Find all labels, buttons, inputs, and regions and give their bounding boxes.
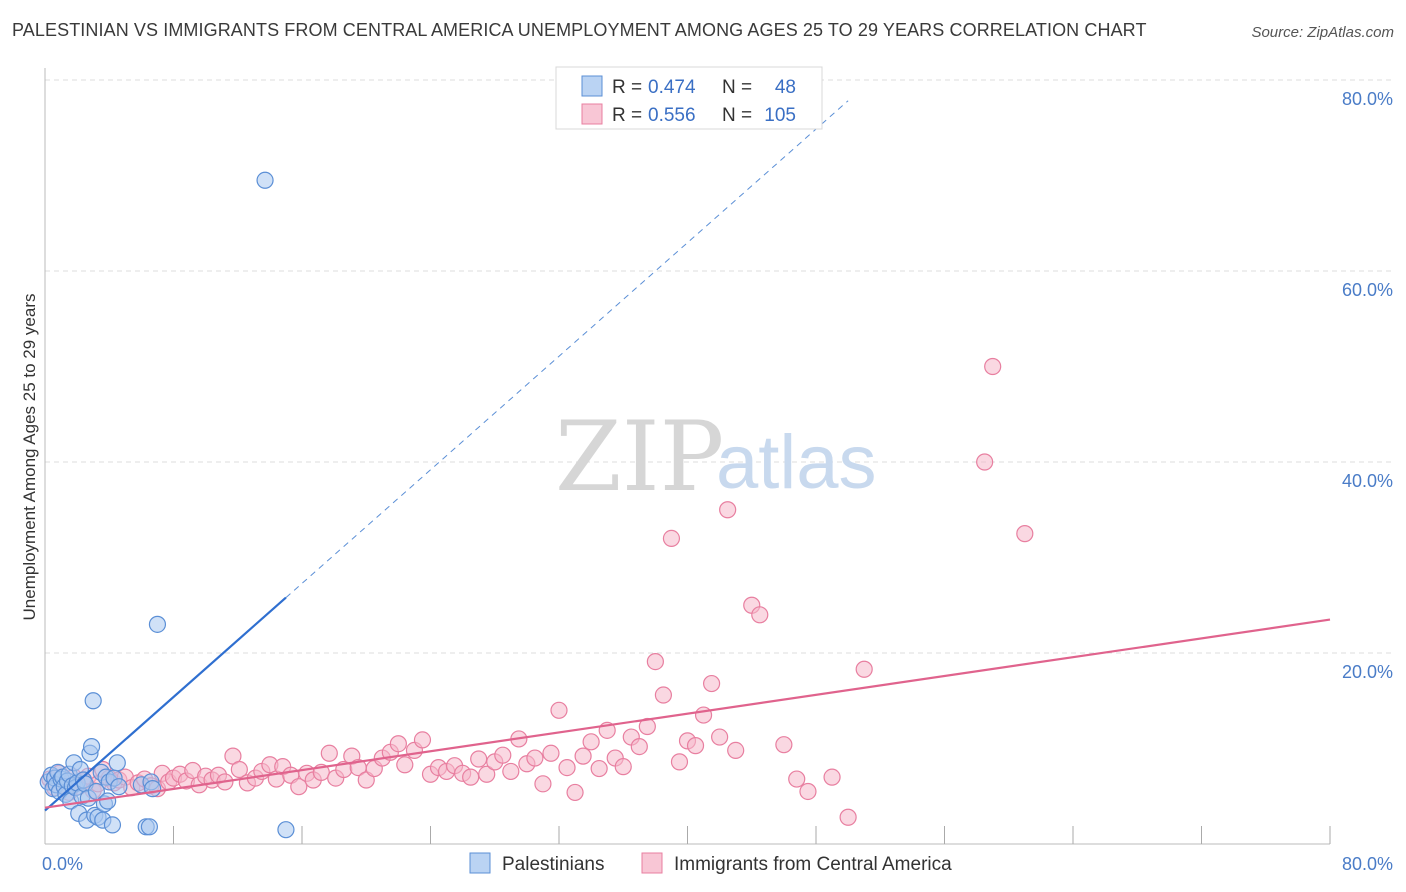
scatter-point	[574, 747, 592, 765]
chart-title: PALESTINIAN VS IMMIGRANTS FROM CENTRAL A…	[12, 20, 1147, 40]
scatter-point	[711, 728, 729, 746]
blue-trend-extension	[285, 100, 849, 598]
scatter-point	[719, 501, 737, 519]
scatter-point	[1016, 525, 1034, 543]
scatter-point	[646, 652, 664, 671]
scatter-point	[654, 686, 673, 704]
scatter-point	[566, 783, 584, 802]
scatter-point	[614, 758, 632, 776]
scatter-point	[630, 737, 648, 756]
legend-r-label: R =	[612, 77, 642, 98]
scatter-point	[526, 749, 544, 767]
bottom-legend-label: Palestinians	[502, 854, 604, 875]
scatter-point	[230, 760, 248, 779]
legend-r-value: 0.556	[648, 105, 696, 126]
scatter-point	[84, 692, 102, 710]
bottom-legend-swatch	[469, 852, 491, 874]
scatter-point	[277, 821, 295, 839]
scatter-point	[542, 744, 560, 762]
scatter-point	[702, 674, 721, 693]
legend-swatch	[581, 103, 603, 125]
pink-series-points	[41, 357, 1034, 826]
x-tick-label: 80.0%	[1342, 854, 1393, 874]
scatter-point	[823, 768, 841, 786]
blue-series-points	[39, 171, 295, 839]
source-credit: Source: ZipAtlas.com	[1251, 24, 1394, 41]
scatter-point	[976, 453, 994, 471]
scatter-point	[662, 529, 681, 548]
scatter-point	[582, 733, 600, 751]
scatter-point	[110, 778, 128, 796]
pink-trend-line	[44, 618, 1331, 809]
scatter-point	[751, 606, 769, 624]
scatter-point	[550, 701, 568, 719]
series-legend: Palestinians Immigrants from Central Amer…	[469, 852, 952, 875]
scatter-point	[775, 736, 793, 754]
scatter-point	[478, 765, 496, 783]
legend-swatch	[581, 75, 603, 97]
scatter-point	[788, 770, 806, 788]
watermark-zip: ZIP	[555, 401, 724, 513]
scatter-point	[494, 746, 512, 764]
scatter-point	[670, 753, 689, 771]
y-tick-label: 20.0%	[1342, 662, 1393, 682]
scatter-point	[686, 737, 705, 755]
scatter-point	[148, 615, 167, 633]
blue-trend-line	[44, 596, 287, 812]
bottom-legend-label: Immigrants from Central America	[674, 854, 952, 875]
watermark: ZIP atlas	[555, 401, 877, 513]
scatter-point	[590, 759, 608, 778]
legend-n-label: N =	[722, 105, 752, 126]
scatter-point	[108, 754, 126, 772]
scatter-point	[256, 171, 274, 189]
scatter-point	[144, 780, 162, 798]
scatter-point	[140, 818, 159, 836]
scatter-point	[799, 782, 817, 801]
trend-lines	[44, 100, 1331, 812]
watermark-atlas: atlas	[716, 420, 877, 505]
legend-n-value: 105	[764, 105, 796, 126]
scatter-point	[534, 775, 552, 793]
scatter-point	[389, 735, 407, 753]
legend-r-label: R =	[612, 105, 642, 126]
scatter-point	[82, 737, 101, 756]
scatter-point	[99, 792, 117, 810]
scatter-point	[839, 808, 857, 826]
scatter-point	[558, 758, 576, 777]
scatter-point	[462, 768, 480, 786]
y-tick-label: 80.0%	[1342, 89, 1393, 109]
y-tick-label: 60.0%	[1342, 280, 1393, 300]
bottom-legend-swatch	[641, 852, 663, 874]
y-axis-label: Unemployment Among Ages 25 to 29 years	[20, 294, 39, 621]
scatter-point	[413, 731, 432, 749]
scatter-point	[290, 778, 308, 796]
scatter-point	[727, 741, 745, 760]
legend-n-label: N =	[722, 77, 752, 98]
scatter-point	[103, 816, 122, 834]
scatter-point	[502, 762, 520, 781]
correlation-legend: R = 0.474 N = 48 R = 0.556 N = 105	[555, 66, 823, 130]
scatter-point	[320, 744, 338, 762]
scatter-point	[984, 357, 1002, 376]
legend-n-value: 48	[775, 77, 796, 98]
y-tick-label: 40.0%	[1342, 471, 1393, 491]
x-tick-label: 0.0%	[42, 854, 83, 874]
legend-r-value: 0.474	[648, 77, 696, 98]
grid-lines	[45, 79, 1392, 654]
axes: 20.0% 40.0% 60.0% 80.0% 0.0% 80.0%	[42, 68, 1393, 874]
scatter-point	[855, 660, 873, 678]
scatter-point	[396, 756, 414, 774]
scatter-point	[470, 750, 488, 768]
